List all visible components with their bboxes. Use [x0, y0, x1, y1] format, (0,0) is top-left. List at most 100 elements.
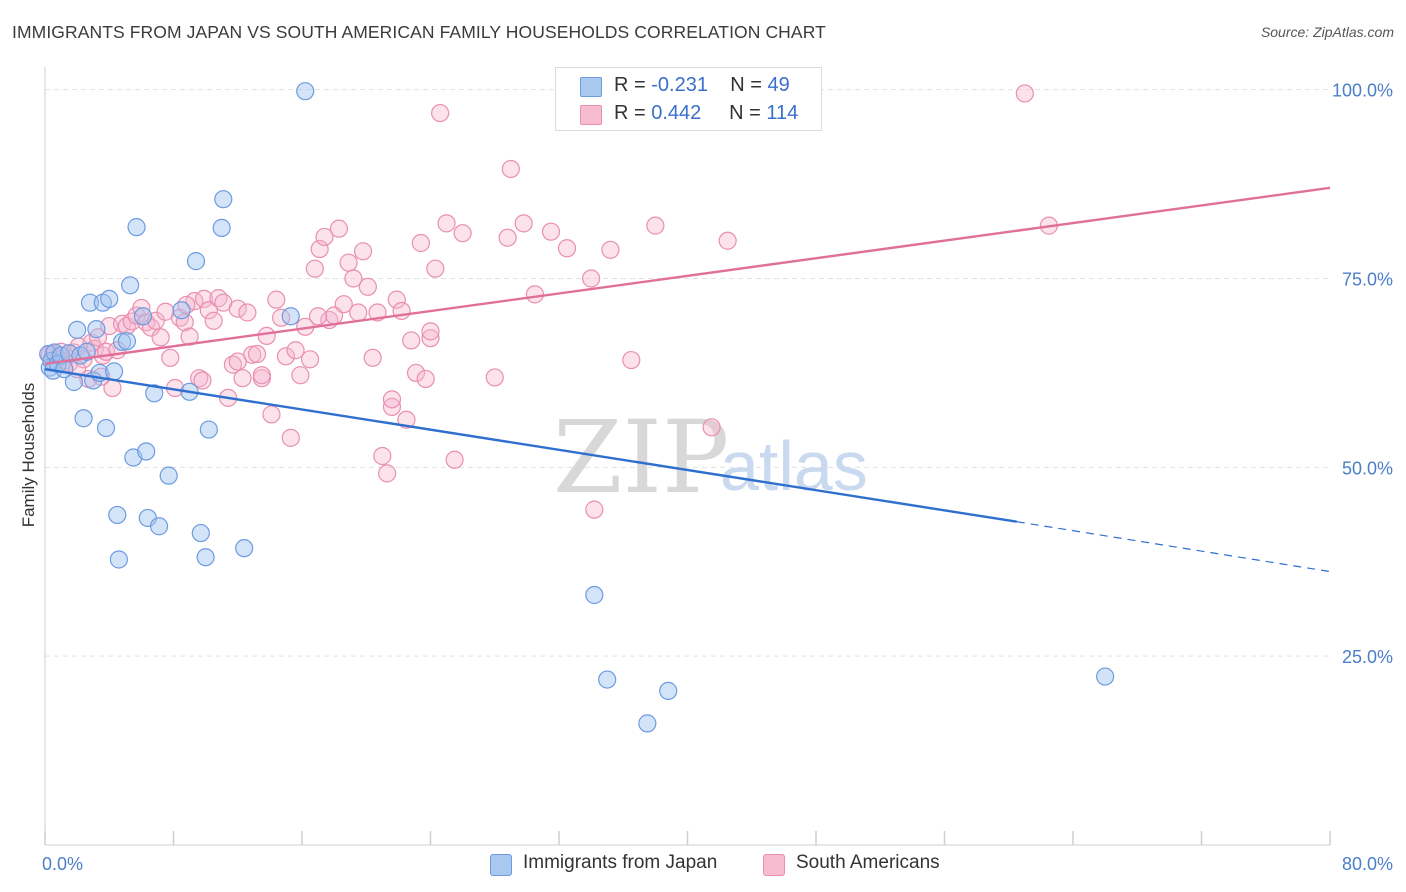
japan-point: [191, 523, 210, 543]
south-americans-point: [702, 418, 721, 437]
south-americans-point: [349, 303, 368, 322]
japan-point: [96, 418, 116, 438]
japan-point: [281, 307, 300, 326]
south-americans-point: [582, 269, 601, 288]
legend-stats-japan: R = -0.231 N = 49: [614, 74, 790, 97]
south-americans-point: [193, 371, 212, 390]
south-americans-point: [204, 311, 223, 330]
japan-point: [598, 670, 617, 689]
x-tick-label: 80.0%: [1342, 854, 1393, 874]
legend-label-south-americans: South Americans: [796, 852, 940, 873]
axis-layer: 0.0% 80.0%: [42, 67, 1393, 874]
south-americans-point: [281, 428, 300, 447]
series-legend: Immigrants from Japan South Americans: [0, 852, 1406, 878]
japan-point: [214, 190, 233, 209]
y-tick-label: 50.0%: [1342, 458, 1393, 478]
south-americans-point: [238, 303, 257, 322]
south-americans-point: [437, 214, 456, 233]
south-americans-trend-line: [44, 186, 1331, 366]
n-value: 49: [767, 74, 790, 96]
japan-point: [68, 320, 87, 339]
south-americans-point: [329, 219, 349, 238]
south-americans-point: [382, 397, 402, 417]
y-axis-label: Family Households: [19, 383, 38, 528]
south-americans-point: [276, 347, 296, 366]
south-americans-point: [291, 366, 310, 385]
south-americans-point: [498, 228, 517, 247]
south-americans-point: [378, 464, 397, 483]
japan-point: [104, 362, 124, 381]
south-americans-point: [421, 329, 440, 348]
south-americans-point: [190, 369, 209, 388]
south-americans-point: [151, 328, 170, 347]
south-americans-point: [557, 239, 577, 258]
south-americans-point: [177, 295, 196, 315]
south-americans-point: [305, 259, 324, 278]
south-americans-point: [252, 366, 271, 385]
japan-trend-extension: [1016, 521, 1331, 573]
south-americans-point: [525, 285, 545, 304]
south-americans-point: [718, 231, 737, 250]
japan-trend-line: [44, 367, 1017, 523]
japan-point: [235, 539, 254, 558]
japan-point: [145, 384, 164, 403]
south-americans-point: [300, 350, 320, 369]
south-americans-point: [397, 410, 416, 429]
r-label: R =: [614, 74, 646, 96]
japan-point: [127, 218, 146, 237]
south-americans-point: [228, 299, 247, 318]
south-americans-point: [601, 240, 620, 259]
south-americans-point: [315, 227, 334, 247]
legend-swatch-japan: [490, 854, 512, 876]
south-americans-point: [373, 446, 392, 466]
n-value: 114: [766, 102, 799, 124]
series-south-americans: [40, 82, 1059, 519]
south-americans-point: [308, 307, 328, 326]
japan-point: [87, 320, 106, 339]
south-americans-point: [363, 348, 382, 367]
japan-point: [112, 332, 132, 352]
source-note: Source: ZipAtlas.com: [1260, 24, 1394, 40]
japan-point: [77, 342, 96, 361]
south-americans-point: [199, 301, 218, 320]
south-americans-point: [402, 331, 421, 350]
trend-lines: [44, 186, 1331, 573]
japan-point: [137, 442, 156, 461]
watermark-atlas: atlas: [720, 427, 868, 505]
south-americans-point: [344, 269, 363, 288]
japan-point: [638, 714, 657, 733]
japan-point: [186, 252, 206, 271]
stats-legend: R = -0.231 N = 49 R = 0.442 N = 114: [555, 67, 822, 131]
japan-point: [108, 505, 127, 525]
south-americans-point: [1015, 84, 1034, 103]
south-americans-point: [339, 253, 358, 272]
legend-swatch-japan: [580, 77, 602, 97]
japan-point: [159, 466, 178, 485]
south-americans-point: [161, 348, 180, 367]
south-americans-point: [646, 216, 665, 235]
japan-point: [121, 276, 140, 295]
south-americans-point: [262, 405, 281, 424]
south-americans-point: [310, 239, 329, 259]
japan-point: [117, 332, 137, 351]
x-tick-label: 0.0%: [42, 854, 83, 874]
south-americans-point: [453, 224, 472, 243]
south-americans-point: [445, 450, 464, 469]
japan-point: [172, 301, 191, 320]
south-americans-point: [514, 214, 533, 233]
south-americans-point: [194, 289, 214, 308]
south-americans-point: [387, 290, 406, 309]
japan-point: [109, 550, 128, 569]
japan-point: [100, 289, 119, 308]
y-tick-label: 75.0%: [1342, 269, 1393, 289]
watermark: ZIP atlas: [553, 399, 868, 516]
r-value: -0.231: [651, 74, 708, 96]
south-americans-point: [426, 259, 445, 278]
legend-stats-south-americans: R = 0.442 N = 114: [614, 102, 798, 125]
japan-point: [212, 218, 231, 237]
legend-swatch-south-americans: [580, 105, 602, 125]
japan-point: [585, 585, 604, 605]
south-americans-point: [406, 363, 426, 383]
south-americans-point: [416, 369, 435, 389]
